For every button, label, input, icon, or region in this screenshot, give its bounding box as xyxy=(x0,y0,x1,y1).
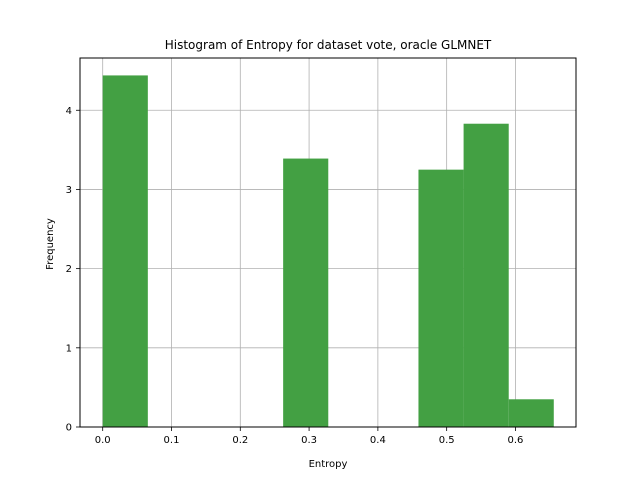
x-tick-label: 0.4 xyxy=(370,435,386,446)
x-tick-label: 0.1 xyxy=(164,435,180,446)
y-tick-label: 1 xyxy=(66,343,72,354)
y-tick-label: 0 xyxy=(66,423,72,434)
x-axis-label: Entropy xyxy=(309,459,348,470)
x-tick-label: 0.6 xyxy=(508,435,524,446)
y-tick-label: 4 xyxy=(66,106,72,117)
histogram-bar xyxy=(508,399,554,427)
histogram-bar xyxy=(418,169,464,427)
chart-title: Histogram of Entropy for dataset vote, o… xyxy=(165,38,492,52)
histogram-bar xyxy=(283,158,329,427)
x-tick-label: 0.2 xyxy=(232,435,248,446)
x-tick-label: 0.3 xyxy=(301,435,317,446)
plot-frame xyxy=(79,57,577,428)
axis-ticks: 0.0 0.1 0.2 0.3 0.4 0.5 0.6 0 1 2 3 4 xyxy=(66,106,524,446)
y-axis-label: Frequency xyxy=(45,218,56,270)
histogram-bar xyxy=(102,75,148,428)
bars xyxy=(102,75,554,428)
x-tick-label: 0.5 xyxy=(439,435,455,446)
y-tick-label: 2 xyxy=(66,264,72,275)
x-tick-label: 0.0 xyxy=(95,435,111,446)
histogram-bar xyxy=(463,123,509,427)
y-tick-label: 3 xyxy=(66,185,72,196)
